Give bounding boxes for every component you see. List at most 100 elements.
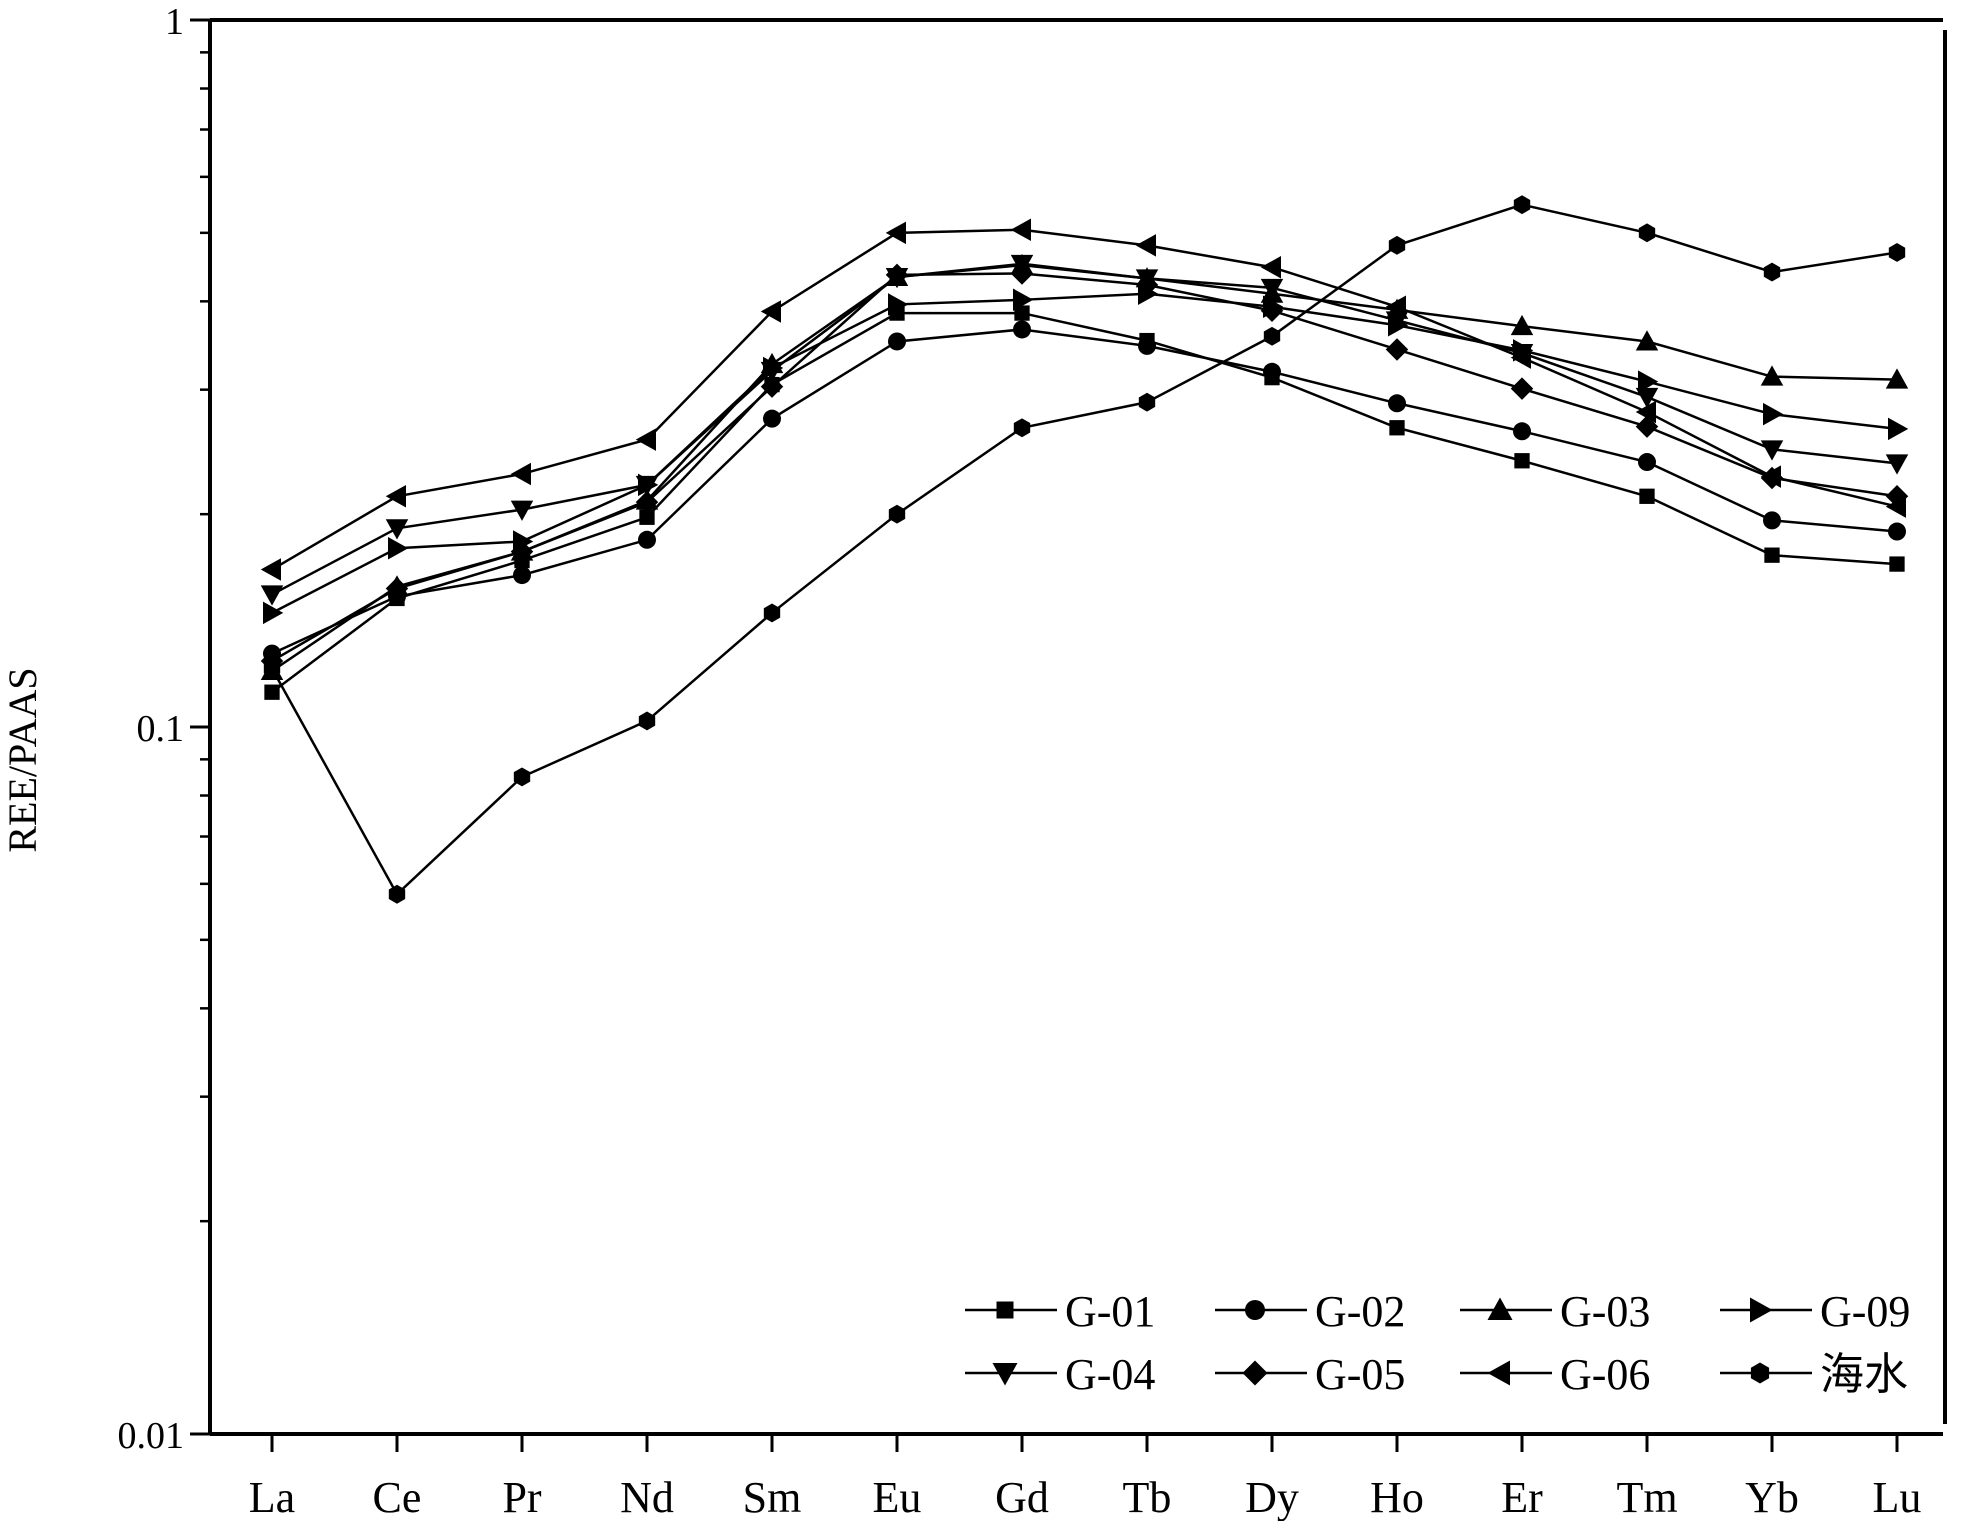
data-point [1760,365,1784,386]
data-point [760,375,784,398]
legend-marker [1750,1362,1770,1384]
legend-label: G-05 [1315,1350,1405,1399]
legend-label: G-03 [1560,1287,1650,1336]
series-line [271,228,1898,571]
data-point [635,490,659,514]
data-point [760,300,781,323]
series-line [271,328,1898,655]
legend-label: G-09 [1820,1287,1910,1336]
data-point [263,659,281,678]
data-point [1010,262,1034,285]
x-tick-label: Tm [1616,1473,1677,1521]
legend-entry: 海水 [1720,1350,1908,1399]
series-line [271,272,1898,663]
legend-marker [1242,1360,1268,1386]
data-point [1510,346,1531,369]
legend-entry: G-09 [1720,1287,1910,1336]
legend-marker [1487,1297,1513,1320]
data-point [1260,278,1284,300]
data-point [1889,556,1905,572]
data-point [1013,320,1031,339]
legend-entry: G-05 [1215,1350,1405,1399]
legend-label: G-02 [1315,1287,1405,1336]
data-point [1260,299,1284,322]
data-point [1013,288,1034,312]
data-point [1138,392,1156,412]
data-point [763,603,781,623]
series-2 [260,253,1909,681]
data-point [1510,377,1534,400]
data-point [639,509,655,525]
x-tick-label: Dy [1245,1473,1299,1521]
plot-axes: 1 0.1 0.01 La Ce Pr Nd Sm Eu Gd Tb Dy Ho Er Tm Yb Lu [118,1,1947,1521]
data-point [385,577,409,600]
series-3 [263,282,1909,625]
x-tick-label: Gd [995,1473,1049,1521]
data-point [1014,305,1030,321]
data-point [1388,235,1406,255]
y-tick-label: 0.1 [137,708,185,750]
data-point [1385,311,1409,332]
legend-marker [1487,1360,1510,1386]
data-point [1635,387,1659,409]
data-point [1138,336,1156,355]
data-point [1389,420,1405,436]
series-line [271,262,1898,596]
legend-label: 海水 [1820,1350,1908,1399]
data-point [260,585,284,606]
data-point [1763,402,1784,426]
data-point [1385,295,1406,319]
data-point [1885,454,1909,475]
data-point [1513,422,1531,441]
legend-entry: G-01 [965,1287,1155,1336]
data-point [510,500,534,521]
data-point [1135,234,1156,257]
data-point [638,711,656,731]
data-point [1760,440,1784,461]
data-point [1263,326,1281,346]
series-0 [264,305,1905,700]
x-tick-label: Nd [620,1473,674,1521]
data-point [1638,453,1656,472]
x-tick-label: Er [1501,1473,1543,1521]
legend-entry: G-02 [1215,1287,1405,1336]
data-point [513,566,531,585]
data-point [1514,453,1530,469]
series-line [270,203,1898,897]
x-tick-label: Lu [1873,1473,1922,1521]
data-point [510,540,534,563]
data-point [1638,370,1659,393]
data-point [1763,262,1781,282]
y-tick-label: 1 [165,1,184,43]
series-6 [260,218,1906,581]
data-point [385,485,406,508]
series-1 [263,320,1906,663]
legend: G-01 G-02 G-03 G-09 G-04 G-05 G-06 海水 [965,1287,1910,1399]
data-point [1260,255,1281,279]
data-point [760,361,784,383]
series-line [271,311,1898,694]
data-point [1763,511,1781,530]
data-point [1764,547,1780,563]
series-layer [260,195,1909,904]
x-tick-label: Ce [373,1473,422,1521]
data-point [1885,495,1906,518]
data-point [1885,368,1909,389]
data-point [885,221,906,245]
legend-marker [1750,1297,1773,1323]
data-point [888,504,906,524]
data-point [1638,223,1656,243]
data-point [1385,338,1409,361]
legend-marker [996,1301,1014,1319]
data-point [263,601,284,625]
legend-entry: G-06 [1460,1350,1650,1399]
legend-label: G-01 [1065,1287,1155,1336]
data-point [1513,195,1531,215]
data-point [1635,330,1659,351]
data-point [1135,273,1159,297]
data-point [513,767,531,787]
legend-label: G-06 [1560,1350,1650,1399]
x-tick-label: Ho [1370,1473,1424,1521]
data-point [388,536,409,560]
